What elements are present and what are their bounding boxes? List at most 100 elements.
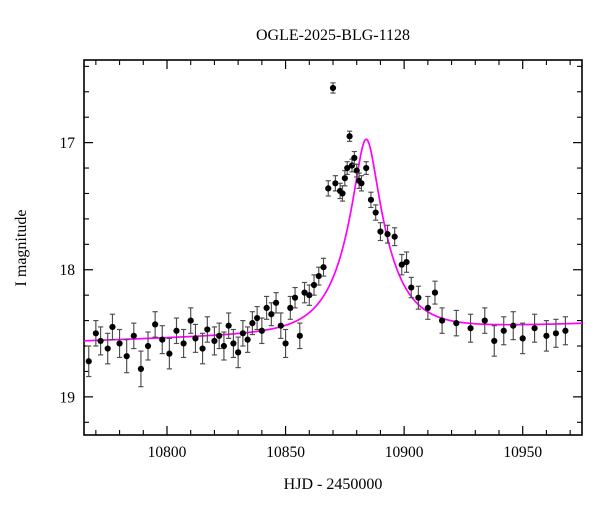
data-point (438, 307, 446, 334)
data-point (263, 295, 270, 320)
data-marker (510, 322, 517, 329)
data-point (296, 322, 303, 350)
data-point (204, 316, 211, 343)
model-curve (83, 138, 583, 342)
data-marker (438, 317, 446, 324)
data-point (358, 175, 365, 192)
axis-ticks (84, 60, 582, 435)
data-marker (104, 345, 111, 352)
data-point (403, 251, 410, 273)
data-marker (391, 233, 398, 240)
data-marker (230, 340, 237, 347)
data-point (166, 337, 173, 370)
data-marker (204, 326, 211, 333)
data-marker (166, 350, 173, 357)
data-marker (431, 289, 439, 296)
data-point (239, 320, 246, 347)
data-point (415, 285, 422, 310)
data-point (562, 316, 569, 346)
plot-frame (83, 59, 583, 436)
data-point (258, 317, 265, 345)
x-axis-title: HJD - 2450000 (284, 476, 383, 493)
data-marker (192, 335, 199, 342)
data-marker (491, 337, 498, 345)
data-marker (92, 330, 99, 337)
data-marker (123, 353, 130, 360)
data-marker (291, 294, 299, 301)
data-marker (353, 167, 360, 174)
data-marker (130, 332, 137, 339)
data-marker (225, 322, 232, 329)
data-point (372, 204, 379, 221)
y-tick-label: 17 (60, 135, 76, 152)
data-marker (377, 228, 384, 235)
data-point (543, 320, 550, 352)
data-point (287, 295, 294, 320)
data-point (301, 281, 308, 304)
data-marker (263, 304, 270, 311)
data-marker (220, 342, 228, 350)
data-point (97, 326, 104, 356)
data-marker (500, 327, 507, 334)
data-marker (97, 337, 104, 345)
data-point (216, 322, 223, 350)
data-marker (320, 264, 327, 271)
data-marker (310, 281, 318, 289)
data-point (144, 331, 152, 361)
data-marker (552, 330, 560, 337)
data-point (277, 312, 284, 339)
data-point (491, 325, 498, 357)
data-marker (358, 180, 365, 187)
data-marker (543, 332, 550, 339)
data-point (244, 326, 251, 353)
data-marker (306, 292, 313, 299)
data-point (344, 161, 351, 175)
data-marker (415, 294, 422, 301)
data-point (220, 331, 228, 361)
data-point (116, 328, 123, 359)
data-marker (384, 231, 391, 238)
data-point (332, 175, 339, 192)
data-marker (332, 180, 339, 187)
data-point (453, 309, 460, 337)
data-point (408, 276, 415, 299)
data-point (363, 161, 370, 175)
data-marker (282, 340, 289, 347)
data-marker (109, 323, 116, 331)
data-point (329, 82, 337, 94)
data-marker (258, 327, 265, 334)
data-marker (211, 337, 218, 345)
data-marker (372, 209, 379, 216)
y-tick-label: 19 (60, 389, 76, 406)
data-point (519, 322, 526, 355)
data-point (306, 284, 313, 306)
data-point (282, 328, 289, 359)
data-point (424, 295, 431, 320)
data-point (552, 318, 560, 348)
data-point (291, 286, 299, 309)
data-marker (239, 330, 246, 337)
y-axis-title: I magnitude (13, 210, 30, 287)
data-marker (315, 273, 322, 280)
data-point (230, 328, 237, 359)
data-marker (481, 317, 488, 324)
data-marker (199, 345, 206, 352)
data-point (130, 322, 137, 350)
data-marker (180, 340, 187, 347)
x-axis-tick-labels: 10800 10850 10900 10950 (148, 444, 543, 461)
data-point (391, 227, 398, 247)
data-point (92, 320, 99, 347)
data-marker (144, 342, 152, 350)
data-marker (346, 133, 353, 140)
data-point (377, 222, 384, 242)
x-tick-label: 10900 (385, 444, 424, 461)
x-tick-label: 10950 (503, 444, 542, 461)
data-marker (249, 320, 256, 327)
data-point (199, 332, 206, 365)
data-point (249, 311, 256, 336)
data-point (254, 306, 261, 331)
data-point (500, 316, 507, 346)
data-marker (367, 196, 375, 203)
